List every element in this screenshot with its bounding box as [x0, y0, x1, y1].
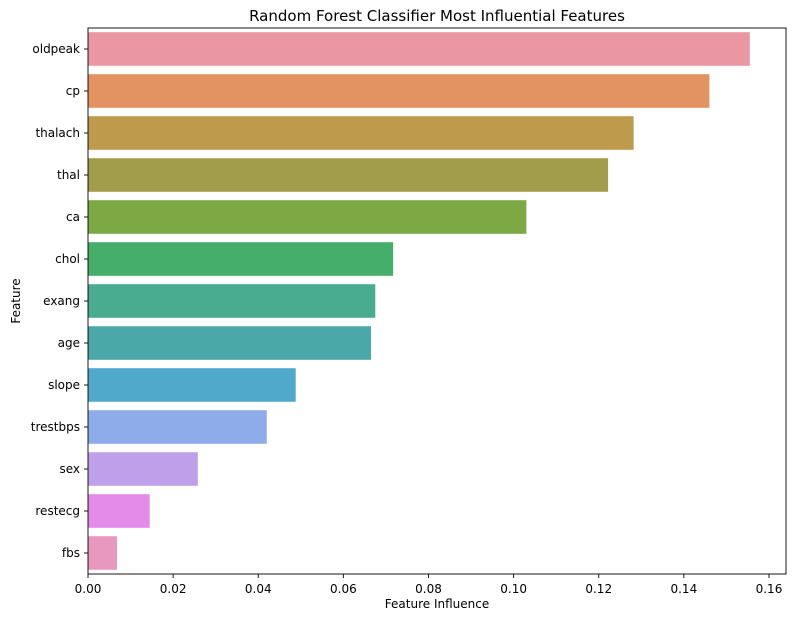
- bar-fbs: [88, 536, 117, 570]
- x-tick-label: 0.14: [670, 582, 697, 596]
- bar-cp: [88, 74, 710, 108]
- y-tick-label: sex: [59, 462, 80, 476]
- y-axis-ticks: oldpeak cp thalach thal ca chol exang age slope t…: [31, 42, 88, 560]
- y-tick-label: restecg: [35, 504, 80, 518]
- bar-chol: [88, 242, 394, 276]
- x-tick-label: 0.02: [160, 582, 187, 596]
- bar-exang: [88, 284, 376, 318]
- x-axis-label: Feature Influence: [385, 597, 489, 611]
- y-tick-label: oldpeak: [32, 42, 80, 56]
- bar-restecg: [88, 494, 150, 528]
- x-tick-label: 0.16: [756, 582, 783, 596]
- x-tick-label: 0.06: [330, 582, 357, 596]
- bars-group: [88, 32, 750, 570]
- bar-thal: [88, 158, 609, 192]
- x-tick-label: 0.10: [500, 582, 527, 596]
- bar-slope: [88, 368, 296, 402]
- bar-ca: [88, 200, 527, 234]
- y-tick-label: ca: [66, 210, 80, 224]
- x-tick-label: 0.00: [75, 582, 102, 596]
- bar-sex: [88, 452, 198, 486]
- chart-title: Random Forest Classifier Most Influentia…: [249, 7, 625, 25]
- bar-oldpeak: [88, 32, 750, 66]
- x-tick-label: 0.04: [245, 582, 272, 596]
- y-tick-label: thal: [57, 168, 80, 182]
- y-axis-label: Feature: [9, 278, 23, 323]
- y-tick-label: fbs: [62, 546, 80, 560]
- y-tick-label: exang: [43, 294, 80, 308]
- x-tick-label: 0.08: [415, 582, 442, 596]
- bar-age: [88, 326, 372, 360]
- y-tick-label: trestbps: [31, 420, 80, 434]
- x-tick-label: 0.12: [585, 582, 612, 596]
- y-tick-label: age: [58, 336, 80, 350]
- bar-trestbps: [88, 410, 267, 444]
- plot-frame: [87, 27, 787, 575]
- y-tick-label: chol: [55, 252, 80, 266]
- x-axis-ticks: 0.00 0.02 0.04 0.06 0.08 0.10 0.12 0.14 0.16: [75, 574, 783, 596]
- y-tick-label: thalach: [35, 126, 80, 140]
- y-tick-label: cp: [66, 84, 80, 98]
- bar-thalach: [88, 116, 634, 150]
- y-tick-label: slope: [48, 378, 80, 392]
